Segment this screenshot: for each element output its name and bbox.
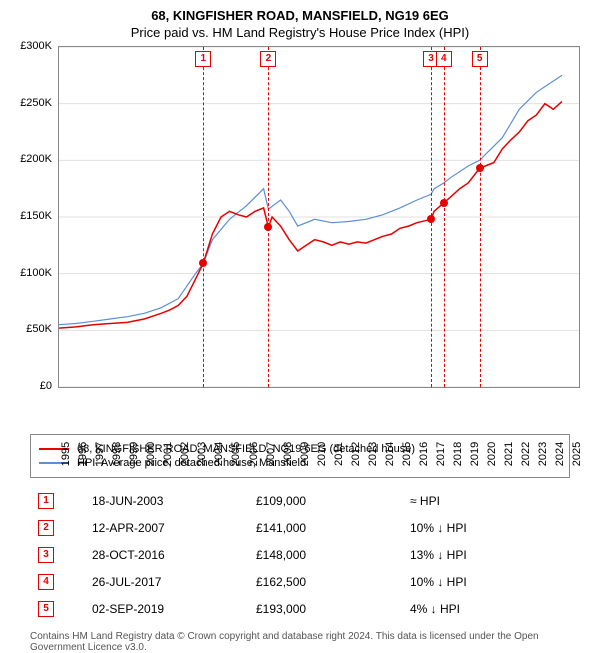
sale-date: 28-OCT-2016 (86, 542, 248, 567)
sale-marker-line (444, 47, 445, 387)
x-axis-label: 2011 (333, 424, 345, 484)
sale-dot (264, 223, 272, 231)
x-axis-label: 2001 (162, 424, 174, 484)
x-axis-label: 2004 (213, 424, 225, 484)
y-axis-label: £150K (20, 210, 52, 222)
data-series (59, 47, 579, 387)
x-axis-label: 2023 (537, 424, 549, 484)
y-axis-label: £100K (20, 267, 52, 279)
sale-vs-hpi: 4% ↓ HPI (404, 596, 568, 621)
table-row: 1 18-JUN-2003£109,000≈ HPI (32, 488, 568, 513)
x-axis-label: 2019 (469, 424, 481, 484)
sale-number-badge: 4 (38, 574, 54, 590)
sale-dot (476, 164, 484, 172)
x-axis-label: 2013 (367, 424, 379, 484)
sale-dot (440, 199, 448, 207)
sale-number-badge: 5 (38, 601, 54, 617)
sale-number-badge: 2 (38, 520, 54, 536)
sale-number-badge: 1 (38, 493, 54, 509)
sale-date: 02-SEP-2019 (86, 596, 248, 621)
x-axis-label: 2015 (401, 424, 413, 484)
x-axis-label: 1999 (128, 424, 140, 484)
sale-dot (199, 259, 207, 267)
x-axis-label: 1998 (111, 424, 123, 484)
x-axis-label: 1996 (77, 424, 89, 484)
x-axis-label: 1995 (60, 424, 72, 484)
chart-area: 12345 £0£50K£100K£150K£200K£250K£300K199… (10, 46, 590, 426)
sale-marker-number: 4 (436, 51, 452, 67)
chart-subtitle: Price paid vs. HM Land Registry's House … (10, 25, 590, 40)
x-axis-label: 2021 (503, 424, 515, 484)
table-row: 2 12-APR-2007£141,00010% ↓ HPI (32, 515, 568, 540)
sale-marker-number: 5 (472, 51, 488, 67)
y-axis-label: £250K (20, 97, 52, 109)
sale-dot (427, 215, 435, 223)
x-axis-label: 2025 (571, 424, 583, 484)
x-axis-label: 1997 (94, 424, 106, 484)
sale-price: £141,000 (250, 515, 402, 540)
sale-marker-line (203, 47, 204, 387)
x-axis-label: 2009 (299, 424, 311, 484)
sale-marker-number: 2 (260, 51, 276, 67)
sale-price: £162,500 (250, 569, 402, 594)
sales-table: 1 18-JUN-2003£109,000≈ HPI 2 12-APR-2007£14… (30, 486, 570, 623)
x-axis-label: 2010 (316, 424, 328, 484)
y-axis-label: £0 (40, 380, 52, 392)
table-row: 5 02-SEP-2019£193,0004% ↓ HPI (32, 596, 568, 621)
x-axis-label: 2014 (384, 424, 396, 484)
x-axis-label: 2018 (452, 424, 464, 484)
sale-price: £109,000 (250, 488, 402, 513)
sale-marker-line (480, 47, 481, 387)
sale-date: 12-APR-2007 (86, 515, 248, 540)
sale-vs-hpi: 10% ↓ HPI (404, 569, 568, 594)
sale-price: £148,000 (250, 542, 402, 567)
x-axis-label: 2017 (435, 424, 447, 484)
x-axis-label: 2003 (196, 424, 208, 484)
x-axis-label: 2012 (350, 424, 362, 484)
x-axis-label: 2016 (418, 424, 430, 484)
x-axis-label: 2024 (554, 424, 566, 484)
sale-number-badge: 3 (38, 547, 54, 563)
sale-date: 26-JUL-2017 (86, 569, 248, 594)
x-axis-label: 2007 (265, 424, 277, 484)
sale-price: £193,000 (250, 596, 402, 621)
plot-region: 12345 (58, 46, 580, 388)
table-row: 4 26-JUL-2017£162,50010% ↓ HPI (32, 569, 568, 594)
sale-date: 18-JUN-2003 (86, 488, 248, 513)
sale-marker-number: 1 (195, 51, 211, 67)
x-axis-label: 2008 (282, 424, 294, 484)
table-row: 3 28-OCT-2016£148,00013% ↓ HPI (32, 542, 568, 567)
x-axis-label: 2005 (230, 424, 242, 484)
x-axis-label: 2000 (145, 424, 157, 484)
y-axis-label: £50K (26, 323, 52, 335)
sale-vs-hpi: 10% ↓ HPI (404, 515, 568, 540)
y-axis-label: £200K (20, 153, 52, 165)
x-axis-label: 2006 (248, 424, 260, 484)
sale-vs-hpi: ≈ HPI (404, 488, 568, 513)
sale-marker-line (268, 47, 269, 387)
sale-vs-hpi: 13% ↓ HPI (404, 542, 568, 567)
x-axis-label: 2022 (520, 424, 532, 484)
x-axis-label: 2020 (486, 424, 498, 484)
x-axis-label: 2002 (179, 424, 191, 484)
chart-title: 68, KINGFISHER ROAD, MANSFIELD, NG19 6EG (10, 8, 590, 23)
y-axis-label: £300K (20, 40, 52, 52)
